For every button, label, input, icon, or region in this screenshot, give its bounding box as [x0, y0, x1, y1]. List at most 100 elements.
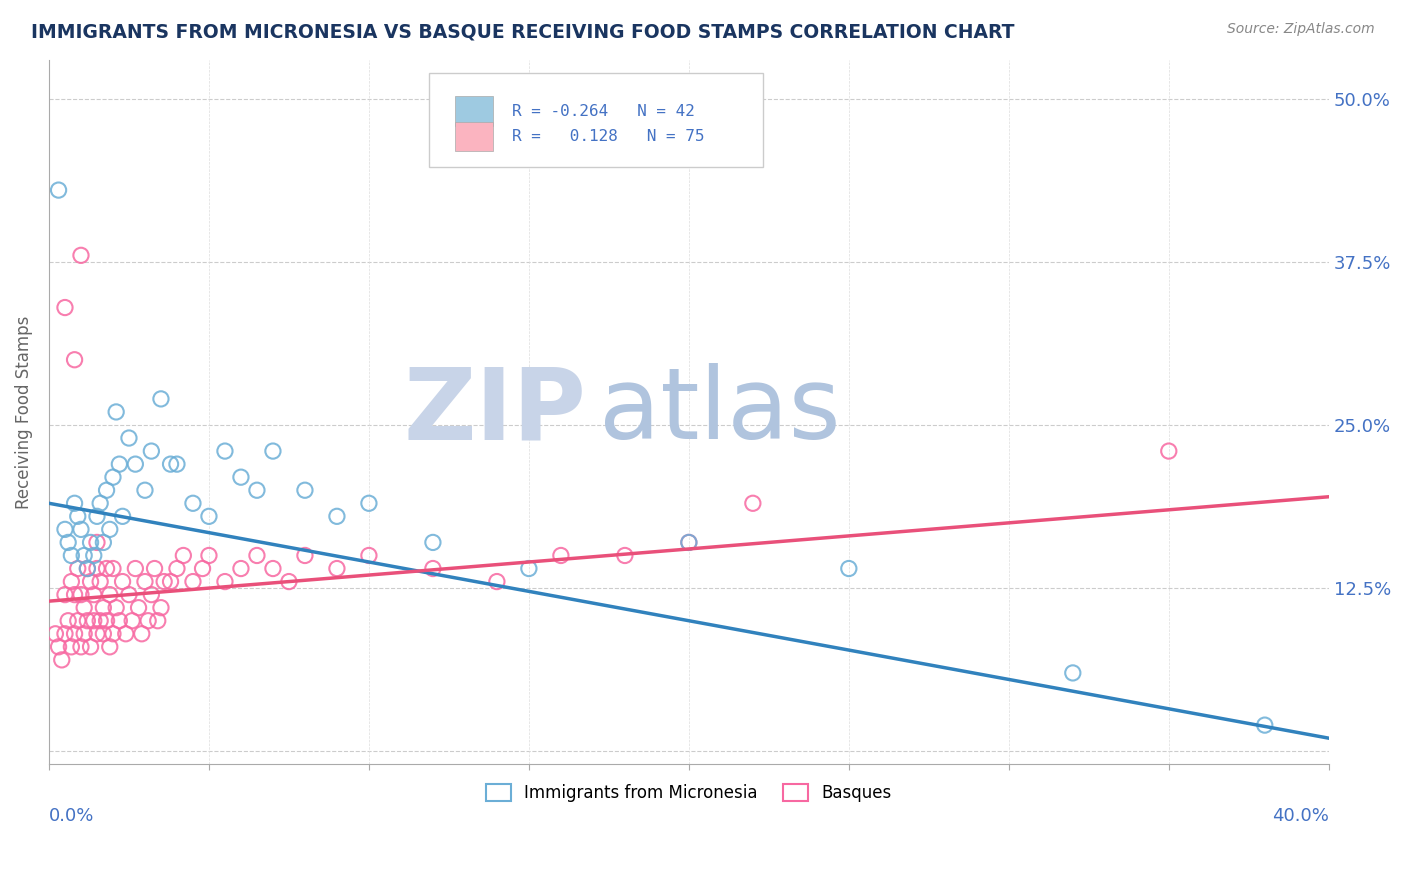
Point: [357, 496, 380, 510]
Point: [44, 627, 66, 641]
Point: [121, 614, 143, 628]
Point: [79, 640, 101, 654]
Text: R =   0.128   N = 75: R = 0.128 N = 75: [512, 129, 704, 144]
Point: [48, 640, 70, 654]
Point: [83, 588, 105, 602]
Point: [96, 483, 118, 498]
Point: [111, 574, 134, 589]
Point: [79, 574, 101, 589]
Point: [60, 640, 83, 654]
Point: [159, 574, 181, 589]
Point: [172, 549, 194, 563]
Point: [108, 457, 131, 471]
Point: [294, 483, 316, 498]
Point: [63, 627, 86, 641]
Point: [838, 561, 860, 575]
Point: [73, 627, 96, 641]
Text: IMMIGRANTS FROM MICRONESIA VS BASQUE RECEIVING FOOD STAMPS CORRELATION CHART: IMMIGRANTS FROM MICRONESIA VS BASQUE REC…: [31, 22, 1015, 41]
Point: [51, 653, 73, 667]
Point: [89, 496, 111, 510]
Point: [149, 600, 172, 615]
Point: [98, 640, 121, 654]
Point: [53, 301, 76, 315]
Point: [124, 561, 146, 575]
Point: [134, 574, 156, 589]
Point: [214, 444, 236, 458]
Point: [136, 614, 159, 628]
Point: [143, 561, 166, 575]
Point: [114, 627, 136, 641]
Point: [73, 549, 96, 563]
Point: [422, 535, 444, 549]
Point: [517, 561, 540, 575]
Point: [70, 588, 93, 602]
FancyBboxPatch shape: [454, 96, 494, 126]
Point: [86, 535, 108, 549]
Text: Source: ZipAtlas.com: Source: ZipAtlas.com: [1227, 22, 1375, 37]
Point: [79, 535, 101, 549]
Point: [124, 457, 146, 471]
Point: [246, 483, 269, 498]
Point: [83, 549, 105, 563]
Point: [166, 561, 188, 575]
Point: [326, 561, 349, 575]
Point: [76, 561, 98, 575]
Point: [166, 457, 188, 471]
Point: [53, 627, 76, 641]
Point: [105, 405, 128, 419]
FancyBboxPatch shape: [454, 121, 494, 152]
Point: [613, 549, 636, 563]
Point: [191, 561, 214, 575]
FancyBboxPatch shape: [429, 73, 763, 168]
Point: [101, 561, 124, 575]
Point: [73, 600, 96, 615]
Point: [70, 522, 93, 536]
Point: [118, 431, 141, 445]
Point: [66, 509, 89, 524]
Point: [741, 496, 763, 510]
Point: [198, 549, 221, 563]
Point: [278, 574, 301, 589]
Point: [89, 614, 111, 628]
Point: [66, 614, 89, 628]
Point: [111, 509, 134, 524]
Legend: Immigrants from Micronesia, Basques: Immigrants from Micronesia, Basques: [479, 777, 898, 809]
Point: [76, 561, 98, 575]
Point: [229, 561, 252, 575]
Point: [89, 574, 111, 589]
Point: [96, 561, 118, 575]
Point: [53, 588, 76, 602]
Point: [86, 509, 108, 524]
Point: [159, 457, 181, 471]
Point: [1062, 665, 1084, 680]
Point: [101, 627, 124, 641]
Point: [262, 561, 284, 575]
Point: [134, 483, 156, 498]
Point: [118, 588, 141, 602]
Point: [357, 549, 380, 563]
Point: [678, 535, 700, 549]
Point: [181, 496, 204, 510]
Point: [105, 600, 128, 615]
Point: [131, 627, 153, 641]
Point: [53, 522, 76, 536]
Point: [1157, 444, 1180, 458]
Point: [229, 470, 252, 484]
Point: [70, 248, 93, 262]
Point: [96, 614, 118, 628]
Point: [56, 535, 79, 549]
Point: [60, 574, 83, 589]
Point: [1254, 718, 1277, 732]
Point: [246, 549, 269, 563]
Point: [63, 588, 86, 602]
Point: [108, 614, 131, 628]
Point: [326, 509, 349, 524]
Point: [56, 614, 79, 628]
Y-axis label: Receiving Food Stamps: Receiving Food Stamps: [15, 315, 32, 508]
Point: [48, 183, 70, 197]
Point: [93, 535, 115, 549]
Point: [86, 561, 108, 575]
Point: [550, 549, 572, 563]
Text: 0.0%: 0.0%: [49, 806, 94, 824]
Point: [198, 509, 221, 524]
